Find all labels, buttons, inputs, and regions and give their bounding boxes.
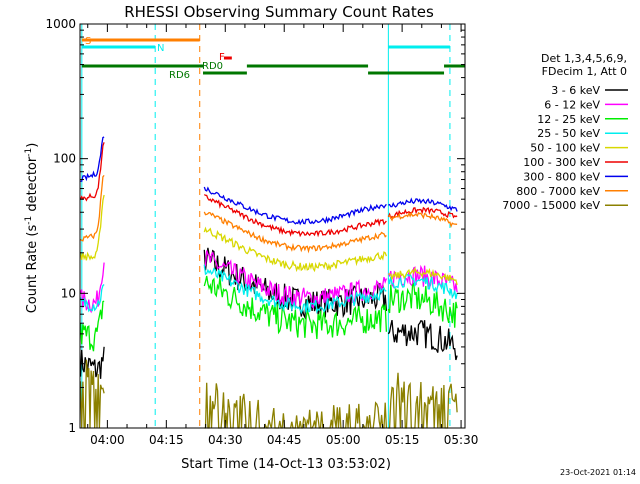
legend-label: 6 - 12 keV: [544, 98, 600, 111]
legend-header: Det 1,3,4,5,6,9,: [541, 52, 627, 65]
legend-label: 7000 - 15000 keV: [502, 199, 600, 212]
series-300-800keV-line: [80, 136, 458, 226]
y-tick-label: 10: [61, 286, 76, 300]
legend: Det 1,3,4,5,6,9,FDecim 1, Att 0 3 - 6 keV…: [502, 52, 628, 212]
flag-label-rd0: RD0: [202, 61, 223, 72]
flag-label-rd6: RD6: [169, 70, 190, 81]
series-800-7000keV-line: [80, 174, 458, 254]
x-tick-label: 04:30: [208, 433, 243, 447]
flag-label-f: F: [219, 52, 225, 63]
series-100-300keV-line: [79, 142, 458, 238]
legend-label: 3 - 6 keV: [551, 84, 600, 97]
y-tick-label: 1000: [45, 17, 76, 31]
x-tick-label: 04:45: [267, 433, 302, 447]
flag-label-n: N: [157, 43, 164, 54]
series-25-50keV-line: [79, 264, 458, 315]
y-tick-label: 1: [68, 421, 76, 435]
legend-label: 25 - 50 keV: [537, 127, 600, 140]
footer-date: 23-Oct-2021 01:14: [560, 468, 636, 477]
x-tick-label: 05:00: [326, 433, 361, 447]
plot-frame: [79, 23, 466, 429]
series-50-100keV-line: [79, 194, 458, 286]
x-axis-label: Start Time (14-Oct-13 03:53:02): [181, 457, 391, 472]
x-tick-label: 05:15: [385, 433, 420, 447]
series-12-25keV-line: [79, 275, 458, 352]
legend-label: 100 - 300 keV: [523, 156, 600, 169]
y-axis-label: Count Rate (s-1 detector-1): [24, 143, 40, 314]
flag-label-s: S: [85, 36, 91, 47]
x-tick-label: 04:00: [90, 433, 125, 447]
legend-header: FDecim 1, Att 0: [542, 65, 627, 78]
legend-label: 800 - 7000 keV: [516, 185, 600, 198]
x-tick-label: 05:30: [444, 433, 479, 447]
y-tick-label: 100: [53, 152, 76, 166]
legend-label: 12 - 25 keV: [537, 113, 600, 126]
chart-title: RHESSI Observing Summary Count Rates: [124, 3, 434, 21]
legend-label: 50 - 100 keV: [530, 142, 600, 155]
x-tick-label: 04:15: [149, 433, 184, 447]
legend-label: 300 - 800 keV: [523, 170, 600, 183]
